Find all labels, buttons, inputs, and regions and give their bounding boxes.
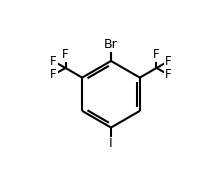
Text: I: I (109, 137, 113, 150)
Text: F: F (50, 55, 57, 68)
Text: F: F (165, 68, 172, 81)
Text: F: F (165, 55, 172, 68)
Text: F: F (62, 48, 69, 61)
Text: F: F (50, 68, 57, 81)
Text: F: F (153, 48, 160, 61)
Text: Br: Br (104, 38, 118, 51)
